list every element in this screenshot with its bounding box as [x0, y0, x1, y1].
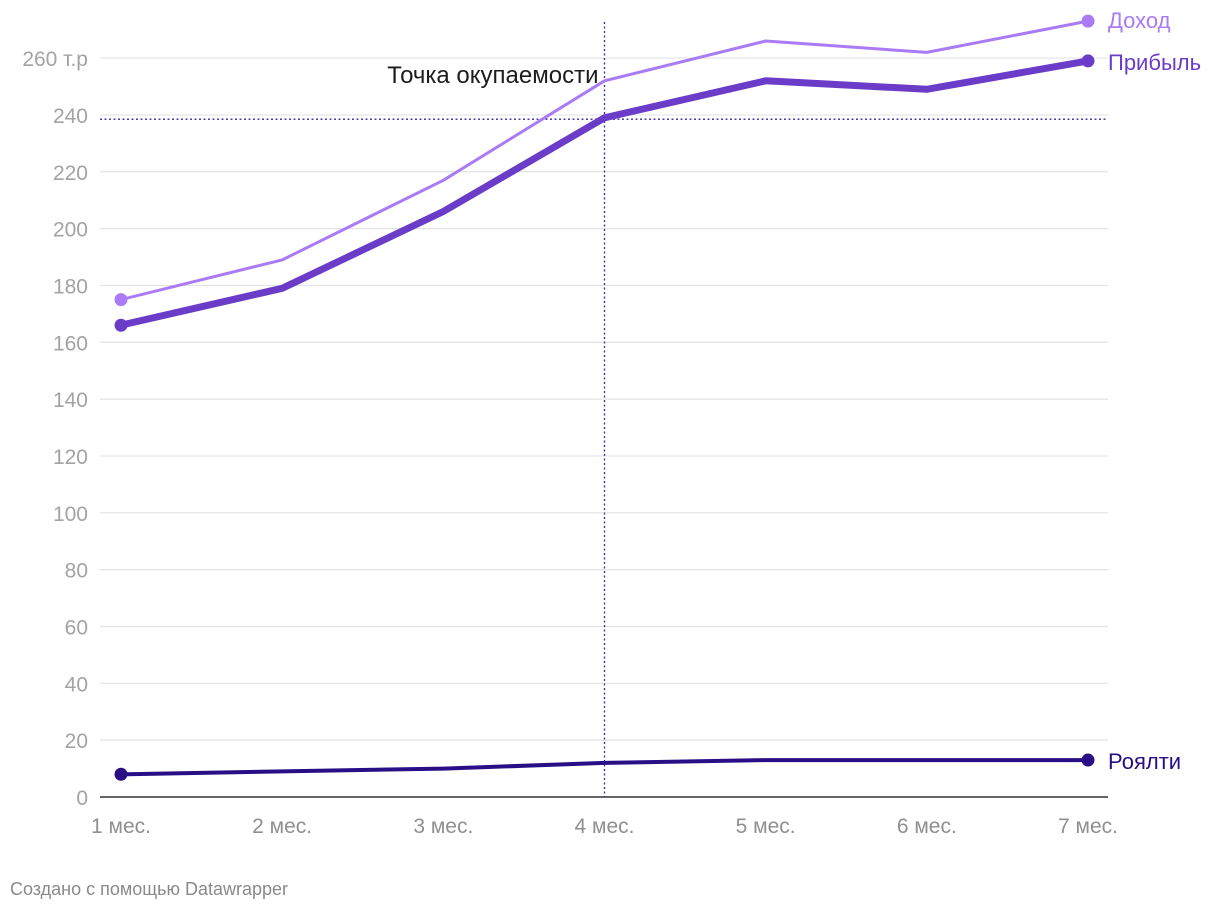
y-tick-label: 120 — [53, 446, 88, 469]
y-tick-label: 160 — [53, 332, 88, 355]
series-point — [1081, 14, 1095, 28]
series-point — [114, 293, 128, 307]
y-tick-label: 140 — [53, 389, 88, 412]
series-point — [114, 767, 128, 781]
datawrapper-credit: Создано с помощью Datawrapper — [10, 879, 289, 899]
series-line — [119, 19, 1090, 302]
x-tick-label: 5 мес. — [736, 815, 796, 838]
x-tick-label: 7 мес. — [1058, 815, 1118, 838]
y-tick-label: 260 т.р — [22, 48, 88, 71]
line-chart: 0 20 40 60 80 100 120 140 160 180 200 220 240 260 т.р… — [22, 8, 1201, 838]
y-tick-label: 80 — [65, 560, 88, 583]
y-tick-label: 20 — [65, 730, 88, 753]
y-tick-label: 240 — [53, 105, 88, 128]
y-tick-label: 0 — [76, 787, 88, 810]
x-tick-label: 3 мес. — [413, 815, 473, 838]
x-tick-label: 1 мес. — [91, 815, 151, 838]
series-line — [117, 57, 1092, 329]
y-tick-label: 220 — [53, 162, 88, 185]
grid-lines — [100, 57, 1108, 741]
y-axis: 0 20 40 60 80 100 120 140 160 180 200 220 240 260 т.р — [22, 48, 88, 810]
y-tick-label: 40 — [65, 673, 88, 696]
break-even-label: Точка окупаемости — [387, 62, 598, 89]
break-even-annotation: Точка окупаемости — [100, 22, 1108, 797]
series-point — [1081, 54, 1095, 68]
x-tick-label: 2 мес. — [252, 815, 312, 838]
x-tick-label: 4 мес. — [575, 815, 635, 838]
series-label: Роялти — [1108, 749, 1181, 774]
series-label: Доход — [1108, 8, 1171, 33]
series-point — [114, 318, 128, 332]
series-label: Прибыль — [1108, 50, 1201, 75]
y-tick-label: 200 — [53, 219, 88, 242]
series-labels: Доход Прибыль Роялти — [1108, 8, 1201, 774]
x-tick-label: 6 мес. — [897, 815, 957, 838]
series-point — [1081, 753, 1095, 767]
series-line — [119, 758, 1090, 777]
x-axis: 1 мес. 2 мес. 3 мес. 4 мес. 5 мес. 6 мес. 7 ме… — [91, 796, 1118, 838]
y-tick-label: 60 — [65, 616, 88, 639]
y-tick-label: 180 — [53, 275, 88, 298]
series-lines — [114, 14, 1095, 781]
y-tick-label: 100 — [53, 503, 88, 526]
